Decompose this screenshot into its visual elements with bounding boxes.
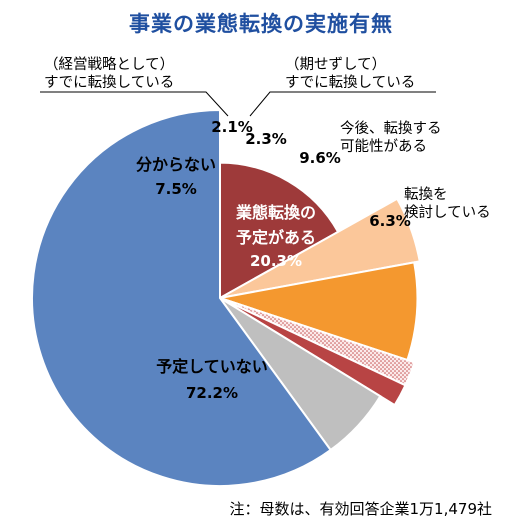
value-label-kento: 6.3% bbox=[369, 212, 411, 230]
pie-slice-kongo bbox=[219, 261, 419, 362]
pie-slice-kento bbox=[219, 197, 421, 299]
callout-kento-line-2: 検討している bbox=[404, 205, 491, 221]
slice-name-yotei-aru-2: 予定がある bbox=[236, 228, 316, 247]
callout-keiei-line-1: （経営戦略として） bbox=[44, 57, 175, 73]
slice-name-wakaranai-1: 分からない bbox=[136, 155, 216, 174]
callout-kongo: 今後、転換する 可能性がある bbox=[340, 120, 442, 156]
value-label-yotei-aru: 20.3% bbox=[250, 252, 302, 270]
callout-kento-line-1: 転換を bbox=[404, 187, 448, 203]
pie-slice-yotei-nai bbox=[31, 108, 333, 487]
leader-line-kisezu bbox=[249, 91, 436, 117]
value-label-kisezu: 2.3% bbox=[245, 130, 287, 148]
chart-title: 事業の業態転換の実施有無 bbox=[129, 12, 393, 36]
value-label-wakaranai: 7.5% bbox=[155, 180, 197, 198]
callout-kisezushite: （期せずして） すでに転換している bbox=[285, 56, 415, 92]
pie-slice-yotei-aru bbox=[219, 161, 340, 300]
callout-kisezu-line-2: すでに転換している bbox=[285, 75, 416, 91]
callout-keiei-line-2: すでに転換している bbox=[44, 75, 175, 91]
callout-kongo-line-1: 今後、転換する bbox=[340, 121, 442, 137]
slice-name-yotei-nai-1: 予定していない bbox=[156, 357, 268, 376]
value-label-yotei-nai: 72.2% bbox=[186, 384, 238, 402]
slice-name-yotei-aru-1: 業態転換の bbox=[235, 203, 316, 222]
value-label-kongo: 9.6% bbox=[299, 149, 341, 167]
callout-keiei-senryaku: （経営戦略として） すでに転換している bbox=[44, 56, 174, 92]
callout-kongo-line-2: 可能性がある bbox=[340, 139, 427, 155]
value-label-keiei: 2.1% bbox=[211, 118, 253, 136]
callout-kento: 転換を 検討している bbox=[404, 186, 491, 222]
pie-slice-keiei bbox=[219, 297, 407, 407]
chart-note: 注：母数は、有効回答企業1万1,479社 bbox=[229, 500, 493, 518]
leader-line-keiei bbox=[40, 91, 229, 117]
callout-kisezu-line-1: （期せずして） bbox=[285, 57, 387, 73]
